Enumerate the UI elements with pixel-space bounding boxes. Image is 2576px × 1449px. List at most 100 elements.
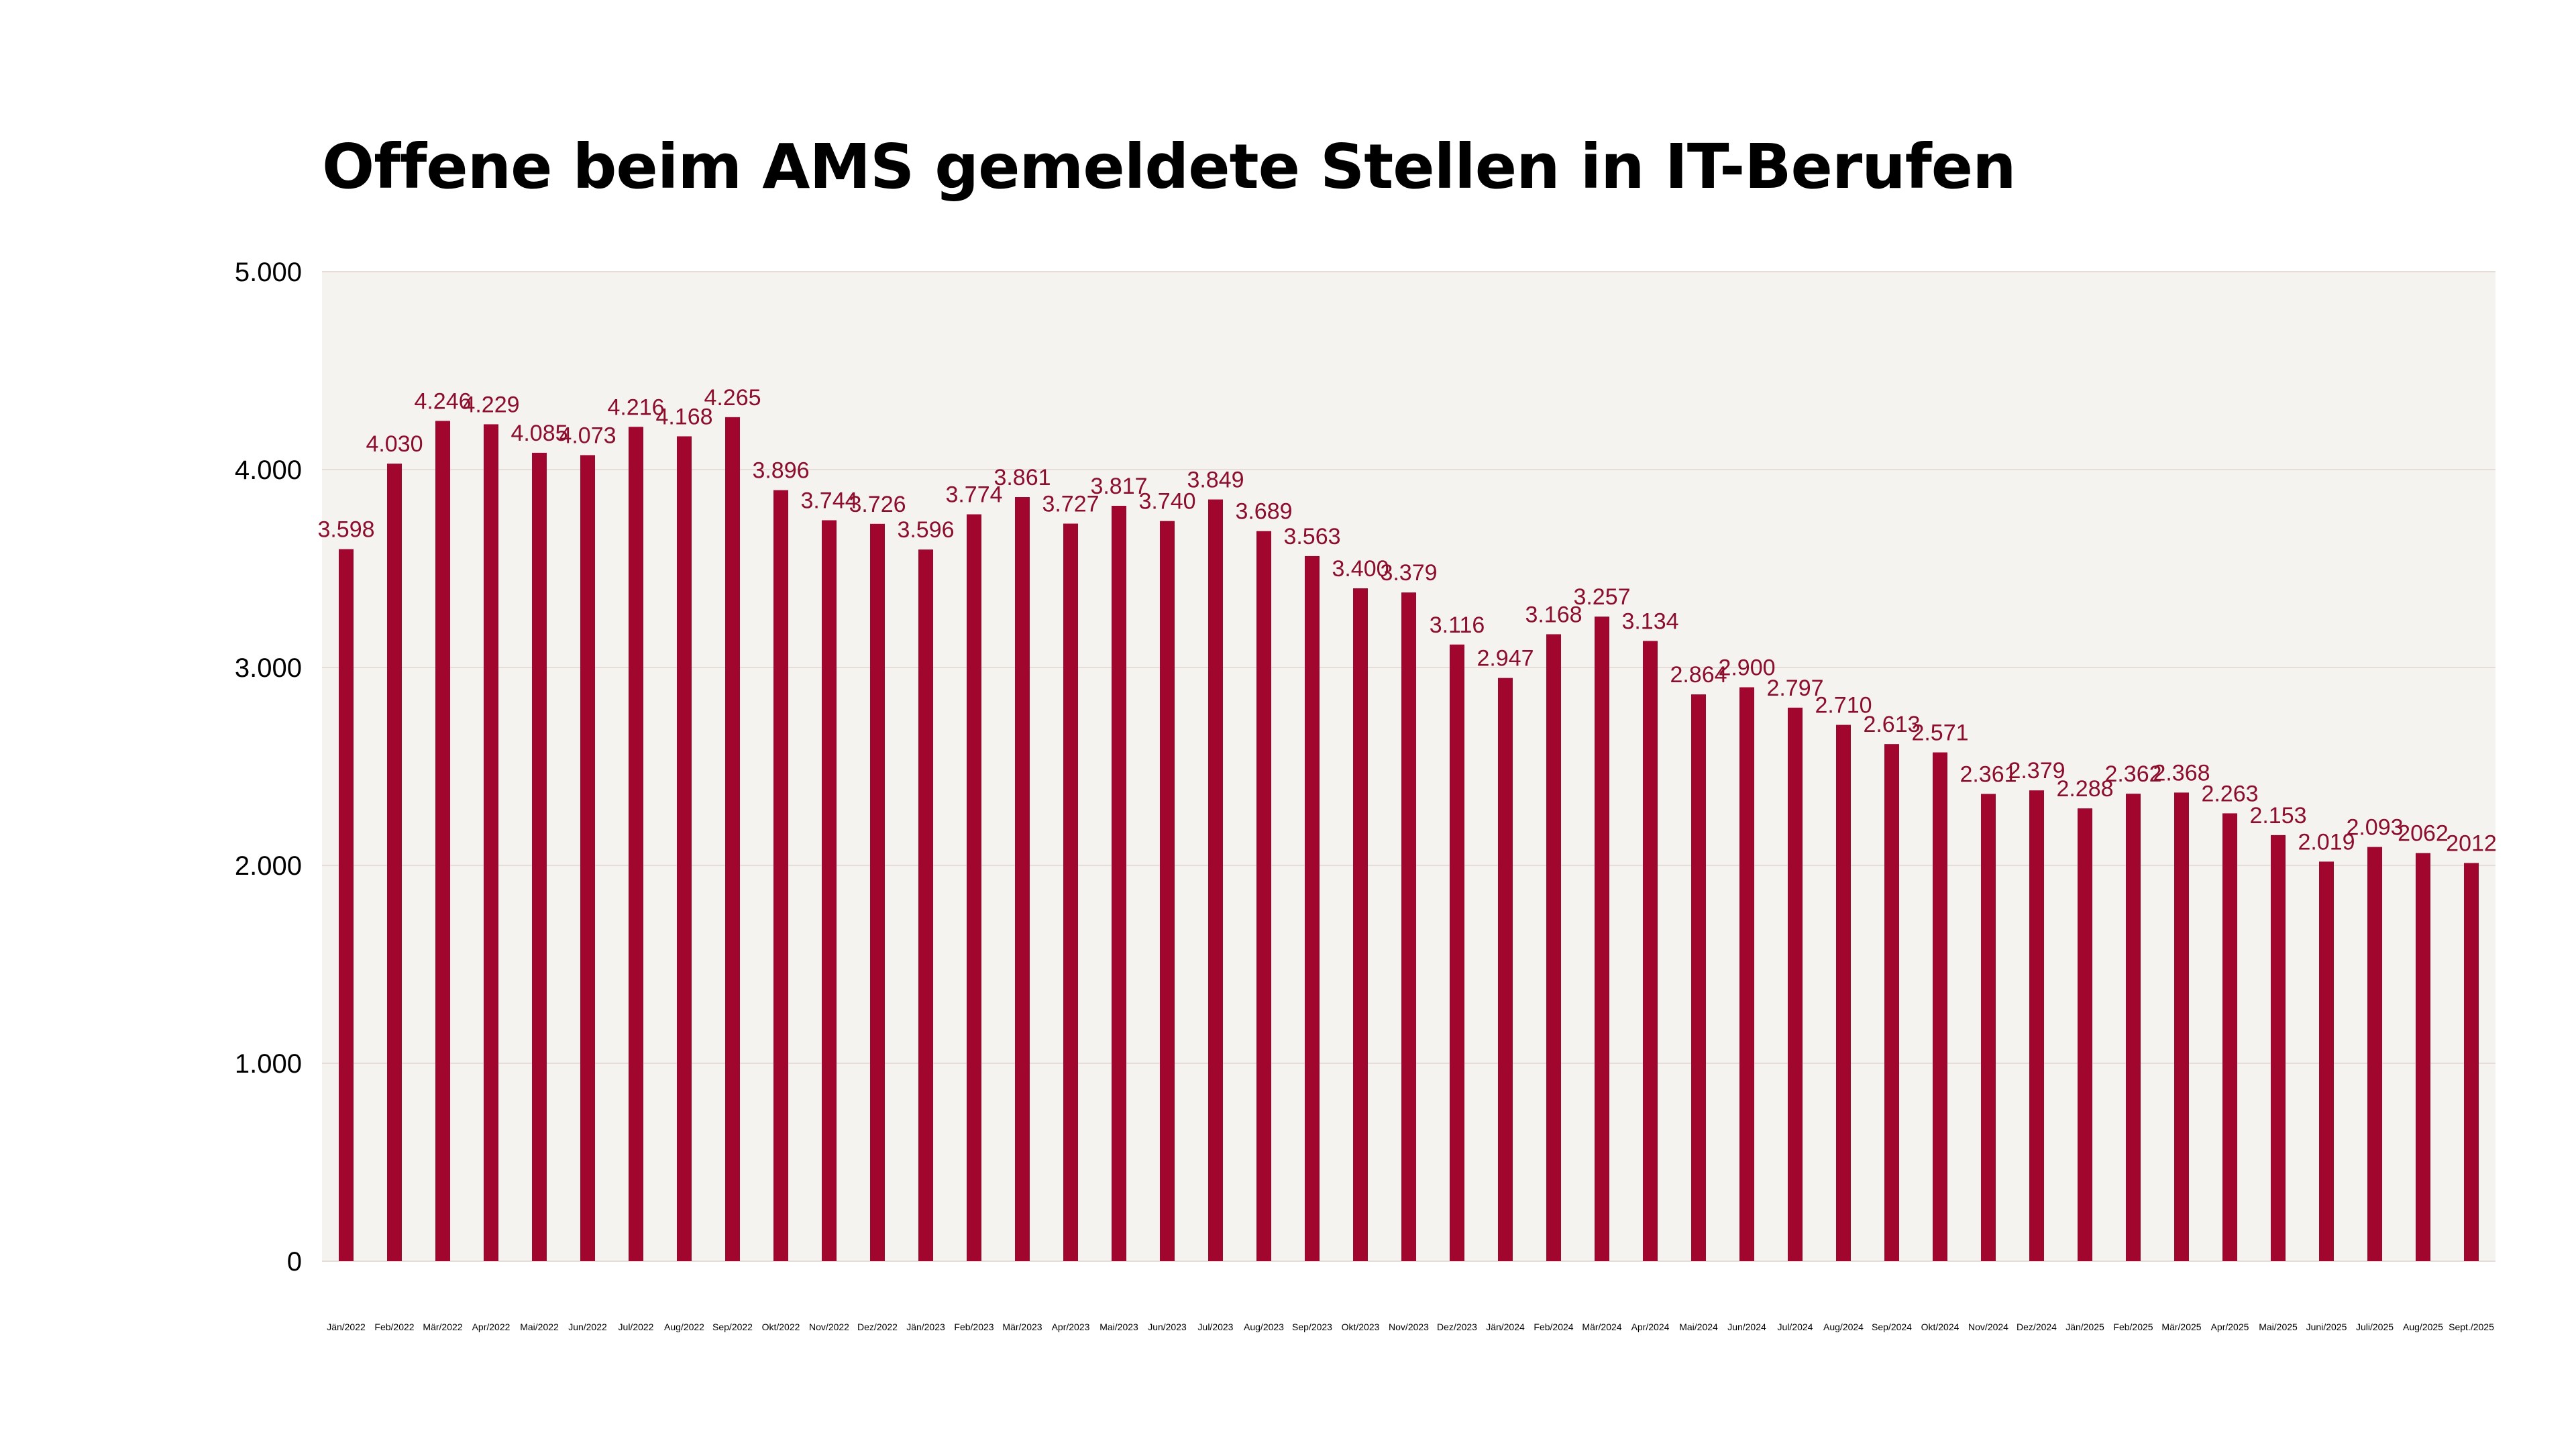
bar [580,455,595,1261]
x-tick-label: Jän/2023 [906,1322,945,1332]
bar [1788,707,1803,1261]
data-label: 2.710 [1815,693,1872,718]
bar [339,549,354,1261]
data-label: 3.689 [1235,499,1292,525]
bar [1305,555,1320,1261]
x-tick-label: Jun/2023 [1148,1322,1187,1332]
x-tick-label: Mai/2024 [1679,1322,1718,1332]
x-tick-label: Nov/2022 [809,1322,849,1332]
data-label: 3.168 [1525,602,1582,627]
x-tick-label: Okt/2023 [1342,1322,1380,1332]
x-tick-label: Apr/2023 [1052,1322,1090,1332]
data-label: 4.246 [414,388,471,414]
bar [2464,863,2479,1261]
x-tick-label: Aug/2023 [1244,1322,1284,1332]
data-label: 3.400 [1332,556,1389,582]
data-label: 4.216 [607,394,664,420]
x-tick-label: Jän/2024 [1486,1322,1525,1332]
x-tick-label: Jun/2024 [1727,1322,1766,1332]
data-label: 3.116 [1430,612,1485,638]
data-label: 3.563 [1283,524,1340,549]
data-label: 4.030 [366,431,423,457]
x-tick-label: Apr/2022 [472,1322,511,1332]
x-tick-label: Juni/2025 [2306,1322,2347,1332]
data-label: 3.817 [1090,474,1147,499]
x-tick-label: Sep/2024 [1872,1322,1912,1332]
bar [2126,794,2141,1261]
x-tick-label: Sep/2023 [1292,1322,1332,1332]
data-label: 2.093 [2346,815,2403,841]
bar [435,421,450,1262]
bars [339,417,2479,1262]
data-label: 4.168 [655,404,712,429]
data-label: 3.257 [1573,584,1630,610]
bar [2367,847,2382,1261]
y-tick-label: 2.000 [235,851,302,881]
x-tick-label: Mär/2025 [2161,1322,2201,1332]
x-tick-label: Dez/2022 [857,1322,898,1332]
x-tick-label: Sep/2022 [712,1322,753,1332]
bar [2271,835,2286,1261]
y-tick-label: 5.000 [235,258,302,287]
bar [1256,531,1271,1261]
data-label: 3.379 [1380,560,1437,586]
bar [677,436,692,1262]
data-label: 2.153 [2249,803,2306,828]
bar [1401,592,1416,1261]
bar [1450,644,1464,1261]
bar [1739,687,1754,1261]
x-tick-label: Dez/2023 [1437,1322,1477,1332]
data-label: 2.947 [1477,646,1534,672]
data-label: 3.744 [800,488,857,514]
bar [1353,588,1368,1261]
bar [2222,813,2237,1261]
bar [1981,794,1996,1261]
y-tick-label: 0 [287,1247,302,1277]
bar [773,490,788,1262]
x-tick-label: Okt/2022 [762,1322,800,1332]
data-label: 2.288 [2056,776,2113,802]
x-tick-label: Feb/2025 [2113,1322,2153,1332]
data-label: 2.571 [1911,720,1968,746]
bar [967,514,981,1262]
x-tick-label: Mai/2023 [1099,1322,1138,1332]
data-label: 3.774 [945,482,1002,508]
x-tick-label: Aug/2024 [1823,1322,1864,1332]
data-label: 2.019 [2298,829,2355,855]
bar [1498,678,1513,1261]
data-label: 2.797 [1766,676,1823,701]
bar [1063,523,1078,1262]
bar [822,520,837,1261]
x-tick-label: Jul/2024 [1778,1322,1813,1332]
data-label: 3.726 [849,492,906,517]
x-tick-label: Mär/2022 [423,1322,462,1332]
x-tick-label: Feb/2024 [1534,1322,1573,1332]
data-label: 3.849 [1187,468,1244,493]
data-label: 2012 [2446,830,2497,856]
data-label: 3.598 [317,517,374,543]
data-label: 4.229 [462,392,519,417]
x-tick-label: Apr/2024 [1631,1322,1670,1332]
data-label: 3.134 [1621,608,1678,634]
data-label: 3.727 [1042,492,1099,517]
bar [1933,752,1947,1261]
y-tick-label: 1.000 [235,1049,302,1079]
y-tick-label: 3.000 [235,653,302,683]
x-tick-label: Juli/2025 [2356,1322,2394,1332]
bar [1836,724,1851,1261]
x-tick-label: Mär/2024 [1582,1322,1621,1332]
bar [1160,521,1175,1262]
data-label: 2062 [2398,821,2449,847]
bar [2416,853,2430,1261]
x-tick-label: Mär/2023 [1002,1322,1042,1332]
bar [484,424,498,1261]
y-axis: 0 1.000 2.000 3.000 4.000 5.000 [235,258,302,1277]
bar [725,417,740,1262]
data-label: 2.613 [1863,712,1920,737]
data-label: 2.361 [1960,762,2017,788]
bar [2174,792,2189,1261]
x-tick-label: Mai/2025 [2259,1322,2298,1332]
data-label: 2.362 [2104,761,2161,787]
x-tick-label: Nov/2024 [1968,1322,2008,1332]
